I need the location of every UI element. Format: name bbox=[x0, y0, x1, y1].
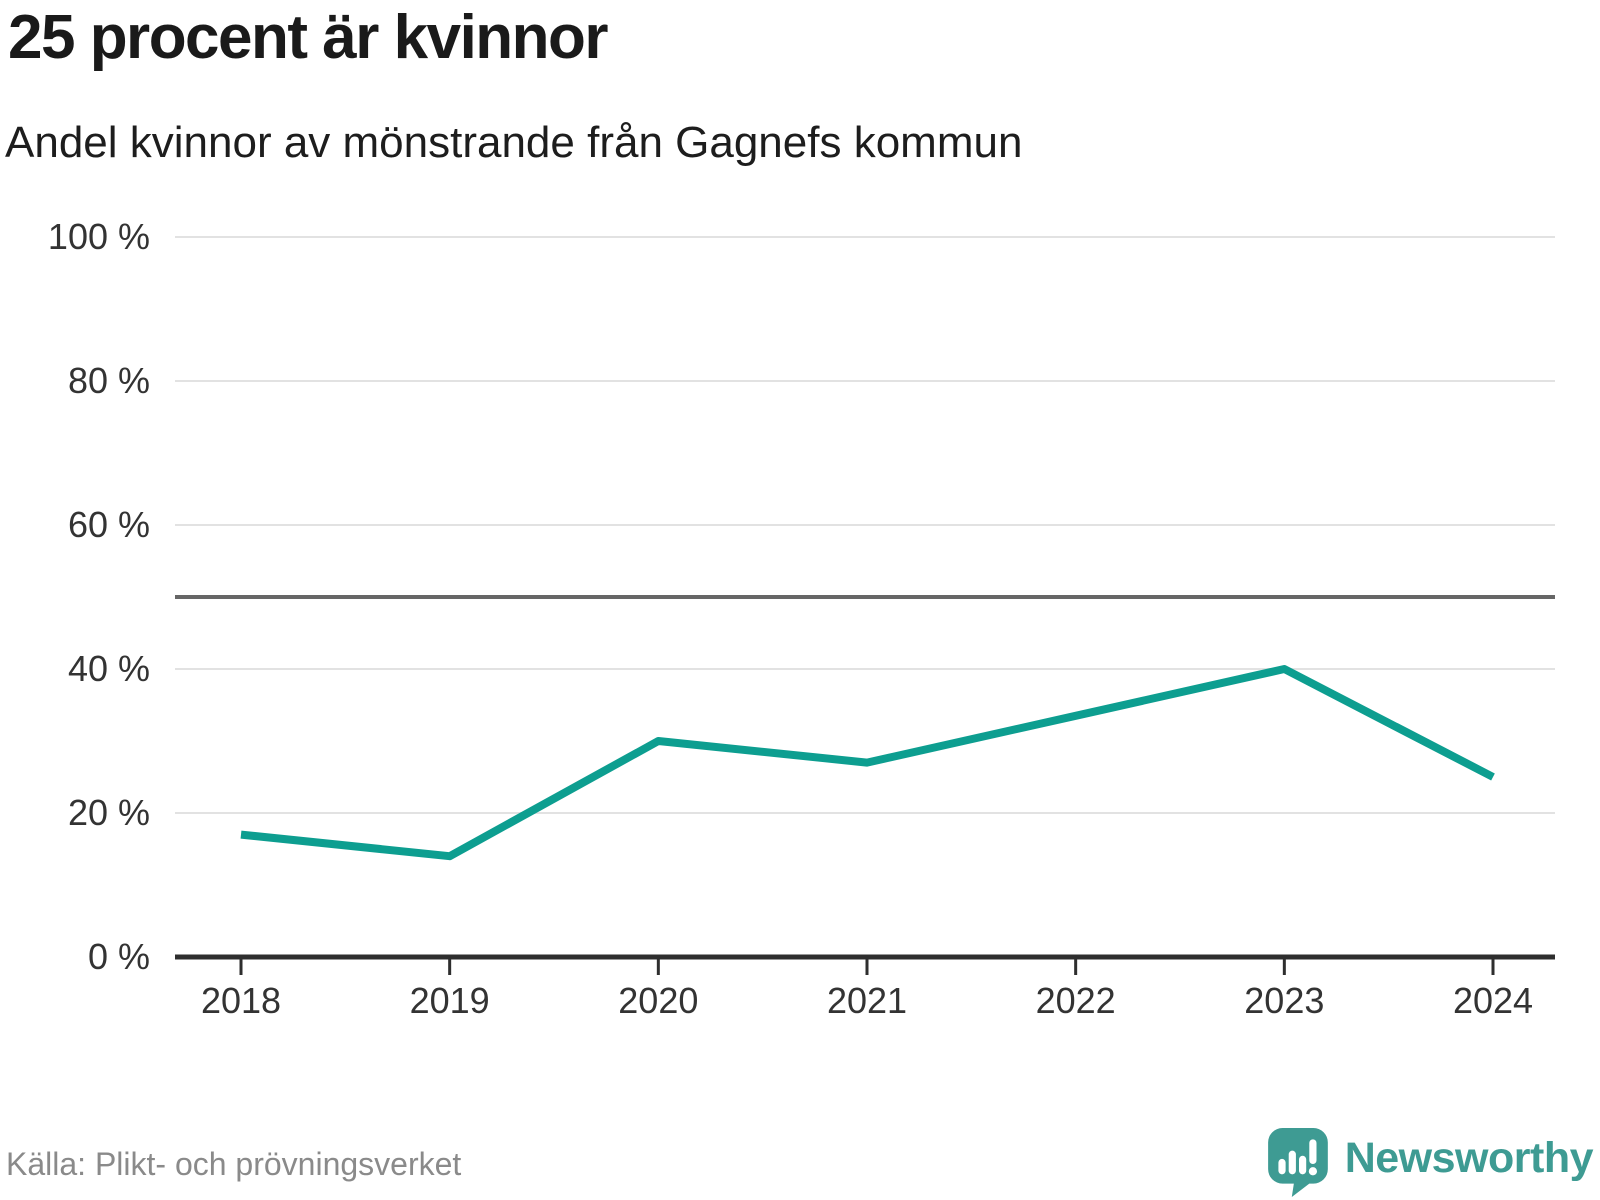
brand-wordmark: Newsworthy bbox=[1344, 1133, 1594, 1182]
ytick-label-60: 60 % bbox=[68, 504, 150, 545]
xtick-label-2018: 2018 bbox=[201, 980, 281, 1021]
ytick-label-100: 100 % bbox=[48, 216, 150, 257]
chart-title: 25 procent är kvinnor bbox=[8, 3, 609, 72]
chart-subtitle: Andel kvinnor av mönstrande från Gagnefs… bbox=[5, 118, 1023, 167]
xtick-label-2021: 2021 bbox=[827, 980, 907, 1021]
ytick-label-40: 40 % bbox=[68, 648, 150, 689]
ytick-label-0: 0 % bbox=[88, 936, 150, 977]
xtick-label-2024: 2024 bbox=[1453, 980, 1533, 1021]
xtick-label-2020: 2020 bbox=[618, 980, 698, 1021]
xtick-label-2022: 2022 bbox=[1036, 980, 1116, 1021]
newsworthy-logo: Newsworthy bbox=[1267, 1128, 1594, 1198]
source-note: Källa: Plikt- och prövningsverket bbox=[6, 1146, 462, 1182]
xtick-label-2019: 2019 bbox=[410, 980, 490, 1021]
newsworthy-speech-bubble-bar-chart-icon bbox=[1267, 1128, 1328, 1197]
ytick-label-80: 80 % bbox=[68, 360, 150, 401]
data-line-andel-kvinnor bbox=[240, 665, 1495, 861]
ytick-label-20: 20 % bbox=[68, 792, 150, 833]
xtick-label-2023: 2023 bbox=[1244, 980, 1324, 1021]
